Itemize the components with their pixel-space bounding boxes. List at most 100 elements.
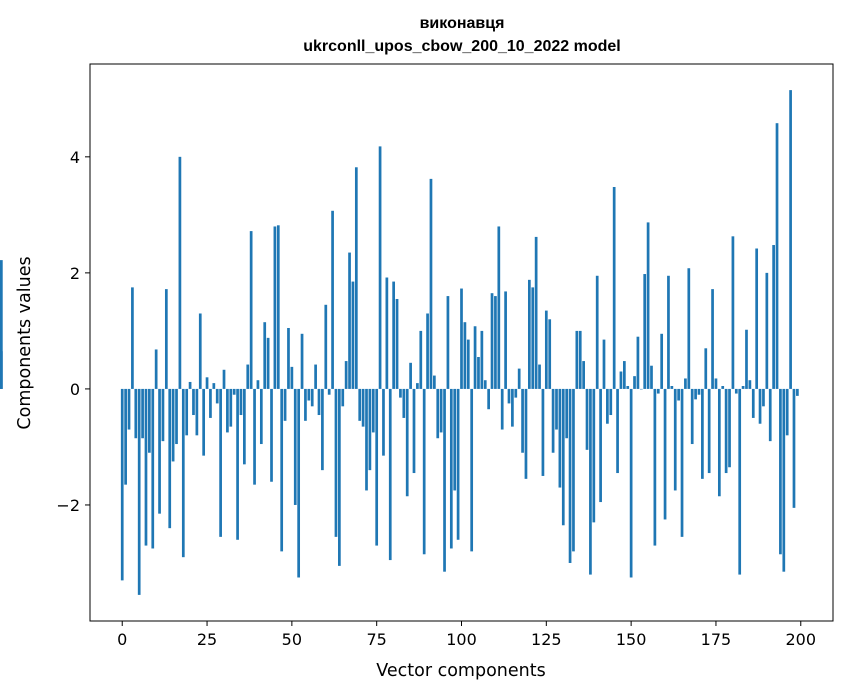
bar bbox=[429, 178, 433, 389]
bar bbox=[137, 388, 141, 595]
bar bbox=[375, 388, 379, 546]
bar bbox=[483, 380, 487, 389]
bar bbox=[514, 388, 518, 398]
bar bbox=[419, 330, 423, 389]
bar bbox=[616, 388, 619, 474]
bar bbox=[144, 388, 148, 546]
chart-subtitle: ukrconll_upos_cbow_200_10_2022 model bbox=[303, 38, 620, 55]
bar bbox=[575, 330, 579, 389]
bar bbox=[321, 388, 324, 471]
bar bbox=[327, 388, 331, 395]
bar bbox=[246, 364, 250, 389]
bar bbox=[663, 388, 667, 520]
x-tick-label: 150 bbox=[616, 630, 647, 649]
bar bbox=[158, 388, 161, 514]
bar bbox=[734, 388, 738, 394]
bar bbox=[365, 388, 368, 491]
bar bbox=[782, 388, 786, 572]
bar bbox=[273, 226, 277, 389]
bar bbox=[395, 298, 399, 389]
bar bbox=[612, 187, 616, 389]
bar bbox=[385, 277, 389, 389]
bar bbox=[222, 369, 226, 389]
bar bbox=[714, 378, 718, 389]
bar bbox=[755, 248, 759, 389]
bar bbox=[595, 275, 599, 389]
x-tick-label: 25 bbox=[197, 630, 217, 649]
x-tick-label: 175 bbox=[701, 630, 732, 649]
bar bbox=[338, 388, 341, 566]
bar bbox=[527, 279, 531, 389]
bar bbox=[175, 388, 178, 445]
bar bbox=[198, 313, 202, 389]
bar bbox=[521, 388, 524, 453]
x-axis-label: Vector components bbox=[376, 661, 545, 681]
bar bbox=[578, 330, 582, 389]
bar bbox=[164, 289, 168, 389]
bar bbox=[548, 319, 552, 389]
bar bbox=[738, 388, 742, 575]
bar bbox=[154, 349, 158, 389]
bar bbox=[704, 348, 708, 389]
bar bbox=[768, 388, 772, 442]
bar bbox=[148, 388, 151, 453]
bar bbox=[687, 268, 691, 389]
x-tick-label: 50 bbox=[282, 630, 302, 649]
x-tick-label: 125 bbox=[531, 630, 562, 649]
bar bbox=[171, 388, 175, 462]
bar bbox=[626, 386, 630, 389]
bar bbox=[667, 275, 670, 389]
bar bbox=[629, 388, 633, 578]
bar bbox=[388, 388, 392, 561]
y-tick-label: 2 bbox=[70, 264, 80, 283]
bar bbox=[466, 339, 470, 389]
bar bbox=[334, 388, 338, 537]
bar bbox=[436, 388, 440, 439]
bar bbox=[399, 388, 402, 398]
bar bbox=[480, 330, 484, 389]
bar bbox=[324, 304, 328, 389]
bar bbox=[276, 225, 280, 389]
bar bbox=[785, 388, 789, 436]
bar bbox=[293, 388, 297, 505]
bar bbox=[650, 365, 653, 389]
bar bbox=[0, 260, 3, 389]
bar bbox=[656, 388, 660, 394]
bar bbox=[351, 281, 355, 389]
bar bbox=[409, 362, 412, 389]
bar bbox=[534, 236, 538, 389]
bar bbox=[779, 388, 782, 555]
bar bbox=[762, 388, 765, 407]
bar bbox=[378, 146, 382, 389]
bar bbox=[134, 388, 138, 439]
bar bbox=[599, 388, 602, 503]
bar bbox=[789, 90, 792, 389]
bar bbox=[568, 388, 572, 563]
bar bbox=[263, 322, 267, 389]
bar bbox=[402, 388, 406, 418]
bar bbox=[219, 388, 222, 537]
bar bbox=[487, 388, 490, 410]
bar bbox=[416, 383, 419, 389]
bar bbox=[307, 388, 311, 401]
bar bbox=[494, 296, 497, 389]
bar bbox=[280, 388, 284, 552]
bar bbox=[561, 388, 565, 526]
bar bbox=[541, 388, 545, 476]
bar bbox=[731, 236, 735, 389]
bar bbox=[226, 388, 229, 433]
plot-frame bbox=[89, 63, 834, 622]
bar bbox=[690, 388, 694, 445]
bar bbox=[721, 386, 725, 389]
bar bbox=[500, 388, 504, 430]
bar bbox=[202, 388, 206, 456]
bar bbox=[253, 388, 256, 485]
bar bbox=[341, 388, 345, 407]
bar bbox=[463, 322, 467, 389]
bar bbox=[724, 388, 728, 474]
bar bbox=[290, 366, 294, 389]
bar bbox=[558, 388, 562, 488]
bar bbox=[572, 388, 575, 552]
bar bbox=[636, 336, 640, 389]
bar bbox=[405, 388, 409, 497]
